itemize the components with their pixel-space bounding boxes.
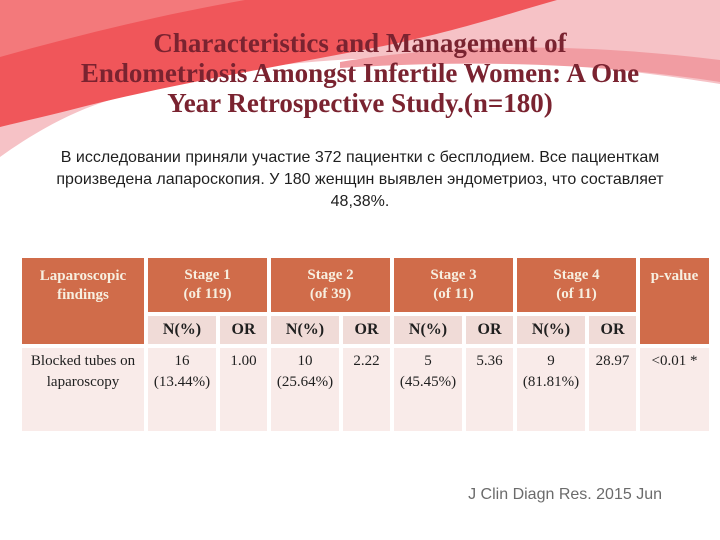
stage1-n-cell: 16 (13.44%) bbox=[148, 348, 216, 431]
pct-value: (13.44%) bbox=[153, 374, 211, 390]
intro-paragraph: В исследовании приняли участие 372 пацие… bbox=[15, 147, 705, 213]
header-stage-4: Stage 4 (of 11) bbox=[517, 258, 636, 312]
subheader-n-pct: N(%) bbox=[517, 316, 585, 344]
table-header-row: Laparoscopic findings Stage 1 (of 119) S… bbox=[22, 258, 709, 344]
slide-title-line: Characteristics and Management of bbox=[153, 28, 567, 58]
slide-title-line: Year Retrospective Study.(n=180) bbox=[167, 88, 553, 118]
wave-decoration bbox=[0, 0, 720, 157]
citation-text: J Clin Diagn Res. 2015 Jun bbox=[468, 486, 662, 503]
pct-value: (45.45%) bbox=[399, 374, 457, 390]
pct-value: (25.64%) bbox=[276, 374, 334, 390]
subheader-or: OR bbox=[466, 316, 513, 344]
n-value: 16 bbox=[174, 353, 190, 369]
stage-count: (of 39) bbox=[309, 286, 352, 302]
table-subheader-row: N(%) OR N(%) OR N(%) OR N(%) OR bbox=[22, 316, 709, 344]
header-stage-1: Stage 1 (of 119) bbox=[148, 258, 267, 312]
subheader-n-pct: N(%) bbox=[271, 316, 339, 344]
header-p-value: p-value bbox=[640, 258, 709, 344]
slide-title-line: Endometriosis Amongst Infertile Women: A… bbox=[80, 58, 640, 88]
intro-line: 48,38%. bbox=[330, 193, 390, 210]
stage-count: (of 119) bbox=[183, 286, 232, 302]
stage3-n-cell: 5 (45.45%) bbox=[394, 348, 462, 431]
slide-title: Characteristics and Management of Endome… bbox=[0, 28, 720, 118]
stage3-or-cell: 5.36 bbox=[466, 348, 513, 431]
subheader-or: OR bbox=[220, 316, 267, 344]
stage-count: (of 11) bbox=[556, 286, 597, 302]
stage4-or-cell: 28.97 bbox=[589, 348, 636, 431]
n-value: 9 bbox=[547, 353, 555, 369]
finding-cell: Blocked tubes on laparoscopy bbox=[22, 348, 144, 431]
intro-line: произведена лапароскопия. У 180 женщин в… bbox=[56, 171, 664, 188]
stage2-or-cell: 2.22 bbox=[343, 348, 390, 431]
wave-red-shape bbox=[0, 0, 557, 127]
table-row: Blocked tubes on laparoscopy 16 (13.44%)… bbox=[22, 348, 709, 431]
subheader-or: OR bbox=[589, 316, 636, 344]
stage-label: Stage 4 bbox=[553, 267, 600, 283]
stage1-or-cell: 1.00 bbox=[220, 348, 267, 431]
header-stage-2: Stage 2 (of 39) bbox=[271, 258, 390, 312]
stage-label: Stage 2 bbox=[307, 267, 354, 283]
n-value: 5 bbox=[424, 353, 432, 369]
n-value: 10 bbox=[297, 353, 313, 369]
p-value-cell: <0.01 * bbox=[640, 348, 709, 431]
wave-red-highlight-shape bbox=[0, 0, 245, 57]
wave-salmon-shape bbox=[340, 47, 720, 82]
stage-count: (of 11) bbox=[433, 286, 474, 302]
header-laparoscopic-findings: Laparoscopic findings bbox=[22, 258, 144, 344]
results-table: Laparoscopic findings Stage 1 (of 119) S… bbox=[18, 254, 713, 435]
stage-label: Stage 1 bbox=[184, 267, 231, 283]
intro-line: В исследовании приняли участие 372 пацие… bbox=[60, 149, 660, 166]
stage2-n-cell: 10 (25.64%) bbox=[271, 348, 339, 431]
subheader-n-pct: N(%) bbox=[394, 316, 462, 344]
stage-label: Stage 3 bbox=[430, 267, 477, 283]
pct-value: (81.81%) bbox=[522, 374, 580, 390]
subheader-n-pct: N(%) bbox=[148, 316, 216, 344]
subheader-or: OR bbox=[343, 316, 390, 344]
header-stage-3: Stage 3 (of 11) bbox=[394, 258, 513, 312]
stage4-n-cell: 9 (81.81%) bbox=[517, 348, 585, 431]
